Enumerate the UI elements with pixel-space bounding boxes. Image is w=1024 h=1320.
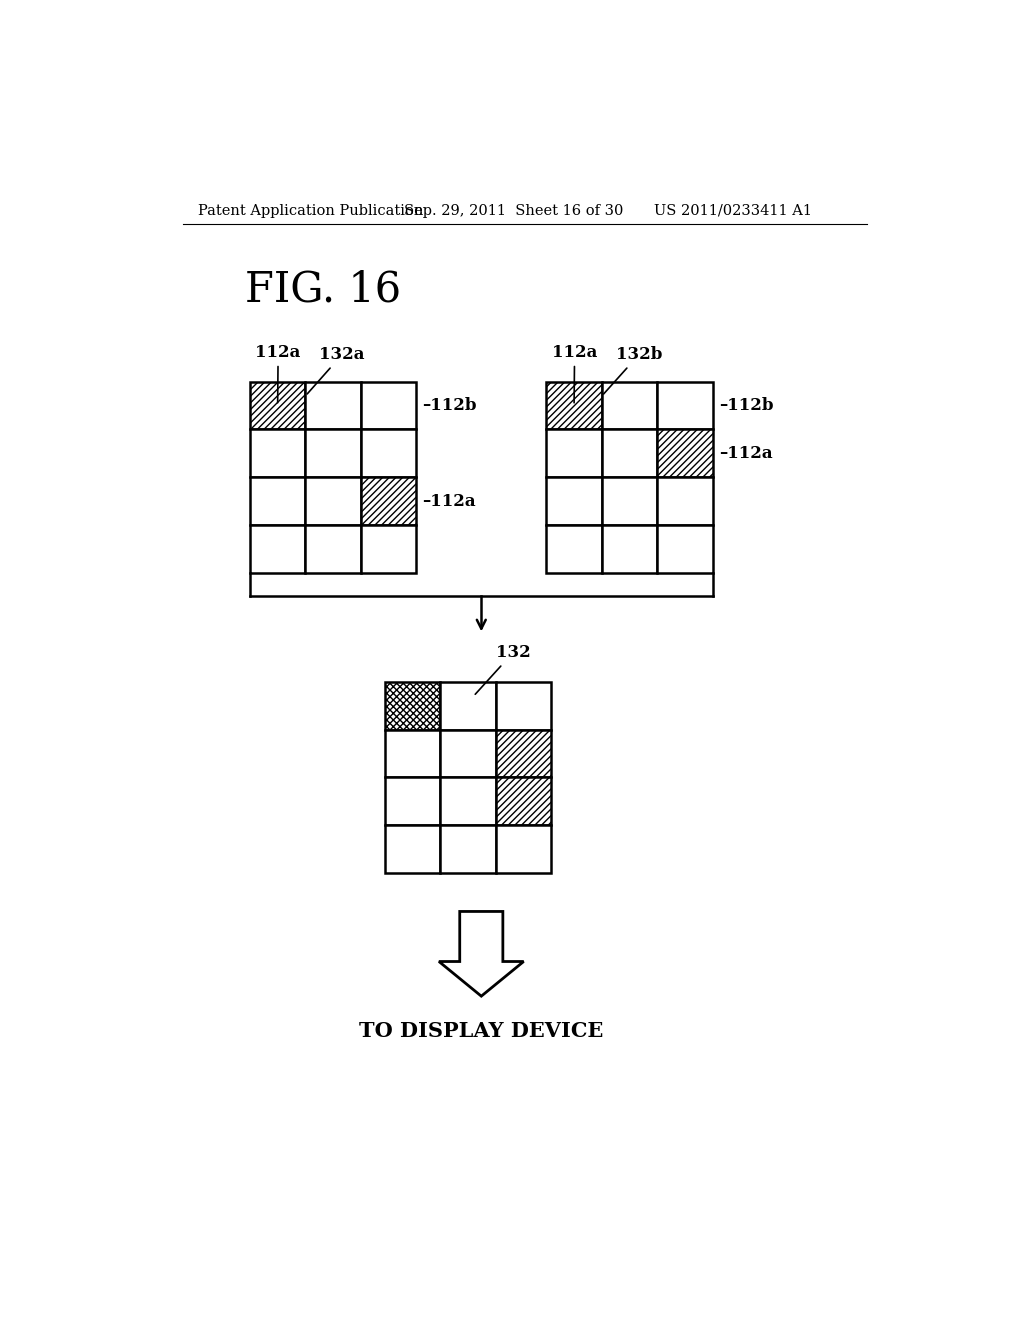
Bar — [305, 381, 360, 429]
Bar — [496, 777, 551, 825]
Text: –112a: –112a — [422, 492, 476, 510]
Bar — [657, 381, 713, 429]
Bar — [547, 525, 602, 573]
Bar — [250, 429, 305, 478]
Bar — [496, 825, 551, 873]
Bar — [385, 730, 440, 777]
Bar — [305, 429, 360, 478]
Bar — [602, 525, 657, 573]
Bar — [250, 381, 305, 429]
Bar — [602, 381, 657, 429]
Bar — [360, 525, 416, 573]
Bar — [547, 478, 602, 525]
Bar — [250, 381, 305, 429]
Bar — [440, 682, 496, 730]
Bar — [360, 381, 416, 429]
Text: FIG. 16: FIG. 16 — [245, 268, 400, 310]
Bar — [496, 730, 551, 777]
Bar — [496, 682, 551, 730]
Bar — [440, 777, 496, 825]
Bar — [250, 525, 305, 573]
Bar — [547, 381, 602, 429]
Bar — [657, 429, 713, 478]
Text: 132: 132 — [475, 644, 530, 694]
Bar — [250, 478, 305, 525]
Bar — [547, 429, 602, 478]
Bar — [360, 478, 416, 525]
Bar — [496, 730, 551, 777]
Bar — [496, 777, 551, 825]
Bar — [385, 777, 440, 825]
Text: 112a: 112a — [255, 345, 301, 403]
Text: 132b: 132b — [604, 346, 663, 393]
Bar — [657, 429, 713, 478]
Bar — [385, 682, 440, 730]
Bar — [385, 825, 440, 873]
Text: –112a: –112a — [719, 445, 772, 462]
Text: 132a: 132a — [307, 346, 365, 393]
Text: –112b: –112b — [719, 397, 773, 414]
Bar — [305, 525, 360, 573]
Text: US 2011/0233411 A1: US 2011/0233411 A1 — [654, 203, 812, 218]
Bar — [360, 429, 416, 478]
Bar — [385, 682, 440, 730]
Bar — [440, 730, 496, 777]
Bar — [657, 525, 713, 573]
Bar — [602, 429, 657, 478]
Polygon shape — [439, 911, 523, 997]
Bar — [305, 478, 360, 525]
Bar — [440, 825, 496, 873]
Text: –112b: –112b — [422, 397, 477, 414]
Text: Patent Application Publication: Patent Application Publication — [199, 203, 424, 218]
Text: 112a: 112a — [552, 345, 597, 403]
Text: Sep. 29, 2011  Sheet 16 of 30: Sep. 29, 2011 Sheet 16 of 30 — [403, 203, 624, 218]
Bar — [602, 478, 657, 525]
Bar — [547, 381, 602, 429]
Bar — [657, 478, 713, 525]
Text: TO DISPLAY DEVICE: TO DISPLAY DEVICE — [359, 1020, 603, 1040]
Bar — [360, 478, 416, 525]
